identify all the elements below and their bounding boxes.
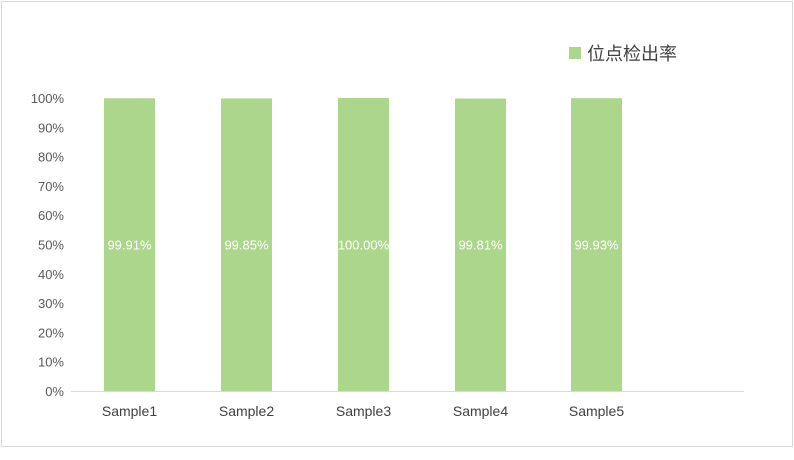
data-label: 99.85% <box>224 238 269 253</box>
legend-label: 位点检出率 <box>587 44 677 65</box>
bar <box>571 98 622 391</box>
y-axis: 0% 10% 20% 30% 40% 50% 60% 70% 80% 90% 100% <box>31 91 65 399</box>
y-tick-label: 20% <box>38 325 64 340</box>
y-tick-label: 60% <box>38 208 64 223</box>
y-tick-label: 30% <box>38 296 64 311</box>
legend: 位点检出率 <box>569 44 677 65</box>
x-axis: Sample1 Sample2 Sample3 Sample4 Sample5 <box>102 403 624 419</box>
y-tick-label: 100% <box>31 91 65 106</box>
bar <box>455 98 506 391</box>
bar <box>104 98 155 391</box>
legend-swatch <box>569 47 581 59</box>
y-tick-label: 10% <box>38 355 64 370</box>
x-tick-label: Sample5 <box>569 403 624 419</box>
y-tick-label: 0% <box>45 384 64 399</box>
y-tick-label: 70% <box>38 179 64 194</box>
y-tick-label: 40% <box>38 267 64 282</box>
bar <box>338 98 389 391</box>
bar <box>221 98 272 391</box>
data-label: 99.91% <box>107 238 152 253</box>
y-tick-label: 80% <box>38 150 64 165</box>
bars: 99.91% 99.85% 100.00% 99.81% 99.93% <box>104 98 622 391</box>
x-tick-label: Sample3 <box>336 403 391 419</box>
x-tick-label: Sample1 <box>102 403 157 419</box>
y-tick-label: 50% <box>38 238 64 253</box>
x-tick-label: Sample4 <box>453 403 508 419</box>
data-label: 99.93% <box>574 238 619 253</box>
y-tick-label: 90% <box>38 120 64 135</box>
data-label: 99.81% <box>458 238 503 253</box>
x-tick-label: Sample2 <box>219 403 274 419</box>
data-label: 100.00% <box>338 238 390 253</box>
